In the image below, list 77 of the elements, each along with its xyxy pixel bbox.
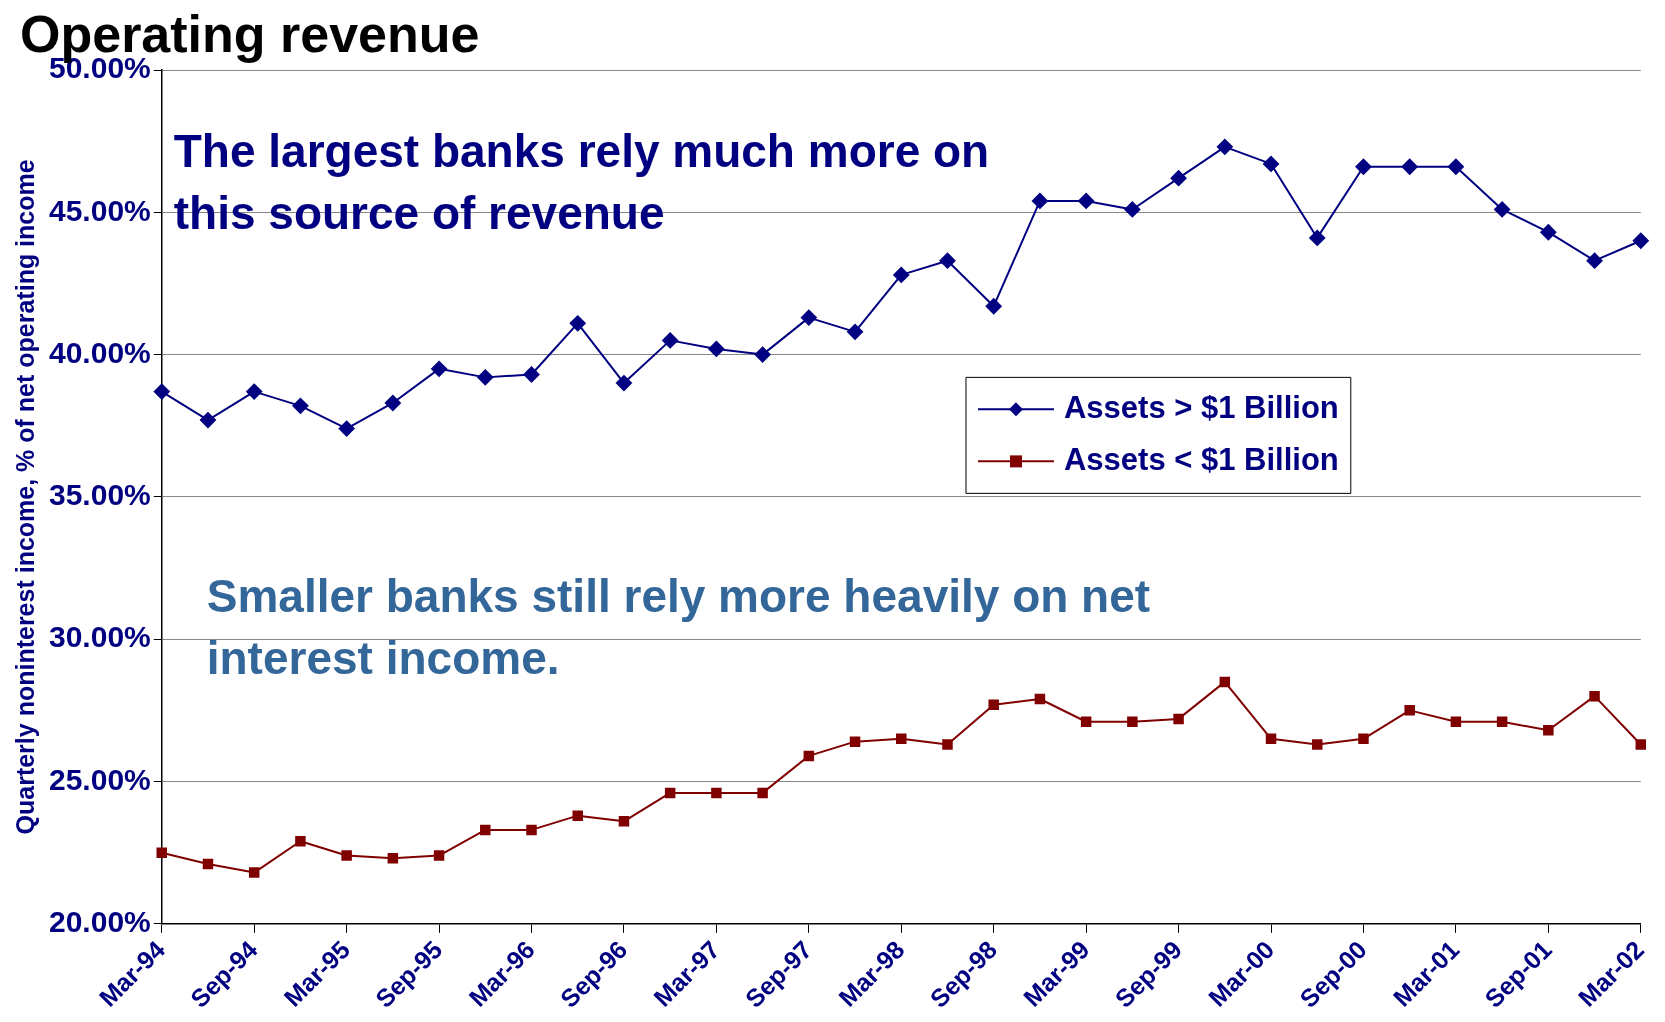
point — [1450, 716, 1462, 727]
point — [338, 420, 355, 437]
y-tick-label: 30.00% — [49, 620, 151, 654]
point — [341, 850, 352, 861]
point — [292, 397, 309, 414]
point — [1080, 716, 1092, 727]
point — [893, 266, 910, 283]
point — [664, 787, 676, 799]
point — [757, 787, 768, 799]
point — [985, 298, 1002, 315]
point — [202, 858, 214, 870]
point — [615, 375, 632, 392]
point — [1355, 158, 1372, 175]
point — [1447, 158, 1464, 175]
point — [477, 369, 494, 386]
point — [526, 824, 537, 836]
point — [433, 850, 445, 861]
point — [1404, 705, 1415, 716]
point — [849, 736, 861, 747]
point — [939, 252, 956, 269]
point — [1632, 232, 1649, 249]
point — [1263, 155, 1280, 172]
point — [1589, 690, 1600, 702]
y-tick-label: 25.00% — [49, 762, 151, 796]
point — [942, 739, 953, 750]
point — [1034, 693, 1046, 705]
point — [1540, 224, 1557, 241]
point — [1265, 733, 1277, 745]
annotation: The largest banks rely much more on this source of revenue — [173, 124, 991, 241]
y-tick-label: 40.00% — [49, 335, 151, 369]
y-tick-label: 45.00% — [49, 193, 151, 227]
point — [1078, 192, 1095, 209]
point — [896, 733, 907, 745]
point — [569, 315, 586, 332]
legend-label: Assets < $1 Billion — [1063, 441, 1339, 477]
point — [1496, 716, 1508, 727]
legend-label: Assets > $1 Billion — [1063, 389, 1339, 425]
y-axis-title: Quarterly noninterest income, % of net operating income — [10, 159, 39, 835]
point — [156, 847, 167, 858]
point — [431, 360, 448, 377]
point — [480, 824, 491, 836]
point — [711, 787, 722, 799]
point — [153, 383, 170, 400]
point — [295, 836, 306, 847]
point — [572, 810, 583, 821]
point — [1309, 229, 1326, 246]
y-tick-label: 20.00% — [49, 905, 151, 939]
point — [1358, 733, 1369, 745]
point — [1543, 725, 1554, 736]
annotation: Smaller banks still rely more heavily on net interest income. — [206, 569, 1152, 687]
point — [1127, 716, 1138, 727]
point — [248, 867, 260, 878]
point — [1586, 252, 1603, 269]
point — [523, 366, 540, 383]
point — [847, 323, 864, 340]
y-tick-label: 35.00% — [49, 478, 151, 512]
point — [662, 332, 679, 349]
point — [708, 340, 725, 357]
point — [1494, 201, 1511, 218]
point — [988, 699, 999, 710]
point — [1124, 201, 1141, 218]
point — [754, 346, 771, 363]
point — [199, 412, 216, 429]
point — [803, 750, 815, 762]
point — [1635, 739, 1647, 750]
point — [1031, 192, 1048, 209]
point — [1216, 138, 1233, 155]
point — [384, 394, 401, 411]
point — [1401, 158, 1418, 175]
point — [1312, 739, 1323, 750]
point — [1170, 170, 1187, 187]
point — [387, 853, 399, 864]
point — [1219, 676, 1231, 688]
point — [800, 309, 817, 326]
point — [618, 816, 630, 827]
point — [1173, 713, 1184, 725]
point — [246, 383, 263, 400]
